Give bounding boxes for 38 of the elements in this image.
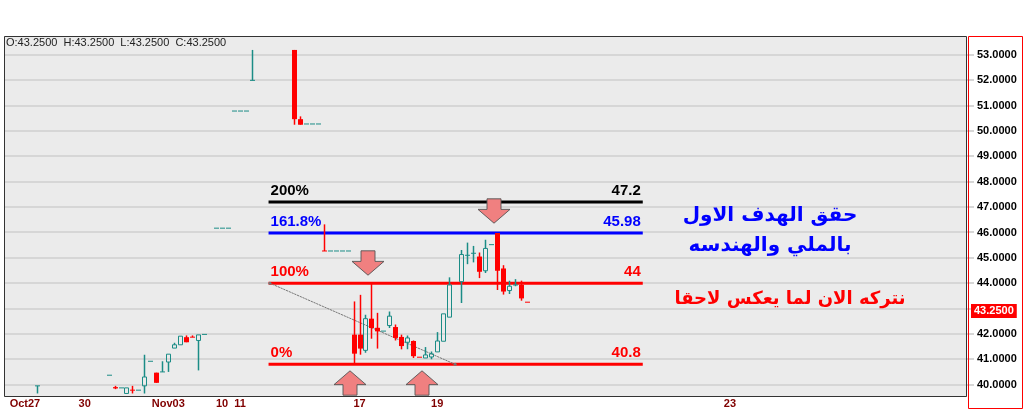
y-tick-label: 53.0000	[977, 48, 1017, 61]
candlestick	[249, 49, 256, 82]
ref-line-label: 45.98	[603, 211, 641, 229]
x-tick-label: 10	[215, 396, 229, 409]
y-tick-label: 46.0000	[977, 225, 1017, 238]
x-tick-label: 17	[353, 396, 366, 409]
annotation: 0%	[270, 342, 293, 360]
ref-line-label: 47.2	[611, 180, 641, 198]
ref-line-label: 44	[624, 261, 642, 279]
candlestick	[321, 223, 328, 252]
y-tick-label: 45.0000	[977, 250, 1017, 263]
y-tick-label: 51.0000	[977, 98, 1017, 111]
annotation: O:43.2500 H:43.2500 L:43.2500 C:43.2500	[6, 36, 227, 49]
x-tick-label: Nov03	[151, 396, 185, 409]
y-tick-label: 41.0000	[977, 352, 1017, 365]
annotation: 161.8%	[270, 211, 322, 229]
y-tick-label: 47.0000	[977, 200, 1017, 213]
annotation: بالملي والهندسه	[688, 232, 852, 258]
candlestick	[477, 251, 482, 279]
annotation: 200%	[270, 180, 309, 198]
annotation: 100%	[270, 261, 309, 279]
y-tick-label: 40.0000	[977, 377, 1017, 390]
y-tick-label: 44.0000	[977, 276, 1017, 289]
x-tick-label: 30	[78, 396, 91, 409]
annotation: نتركه الان لما يعكس لاحقا	[674, 286, 906, 309]
ref-line-label: 40.8	[611, 342, 641, 360]
x-tick-label: 23	[723, 396, 737, 409]
y-tick-label: 52.0000	[977, 73, 1017, 86]
y-tick-label: 50.0000	[977, 124, 1017, 137]
y-tick-label: 49.0000	[977, 149, 1017, 162]
annotation: حقق الهدف الاول	[682, 202, 858, 227]
x-tick-label: 11	[234, 396, 246, 409]
x-tick-label: 19	[431, 396, 444, 409]
candlestick	[142, 353, 147, 395]
y-tick-label: 48.0000	[977, 174, 1017, 187]
text: 43.2500	[974, 304, 1014, 317]
y-tick-label: 42.0000	[977, 326, 1017, 339]
x-tick-label: Oct27	[9, 396, 41, 409]
